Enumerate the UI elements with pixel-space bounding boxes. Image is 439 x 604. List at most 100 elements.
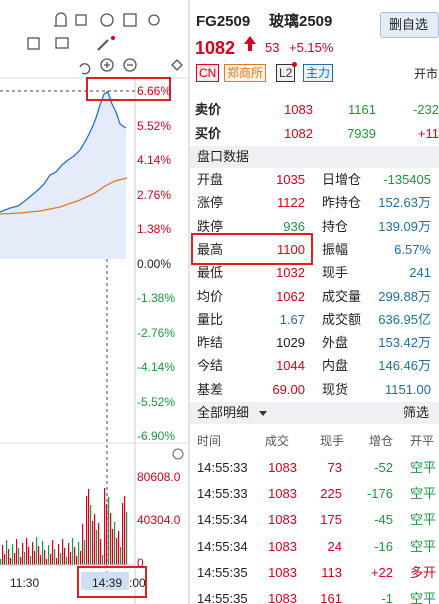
panel-divider (188, 0, 190, 604)
volume-bar (124, 496, 126, 565)
price-axis-label: 2.76% (137, 187, 172, 202)
volume-bar (44, 550, 46, 565)
volume-bar (118, 531, 120, 565)
volume-bar (122, 503, 124, 565)
contract-name: 玻璃2509 (269, 13, 333, 30)
book-price: 1082 (284, 126, 313, 141)
volume-bar (70, 552, 72, 565)
trade-volume: 113 (321, 564, 342, 580)
quote-label: 量比 (197, 311, 224, 327)
close-icon[interactable] (172, 448, 184, 460)
volume-bar (40, 555, 42, 565)
trade-oi-change: -16 (374, 538, 393, 554)
trade-price: 1083 (268, 460, 297, 475)
volume-bar (94, 514, 96, 565)
trade-price: 1083 (268, 512, 297, 528)
quote-value: 69.00 (272, 381, 305, 397)
button-bg[interactable] (380, 12, 439, 38)
volume-bar (98, 523, 100, 565)
volume-bar (60, 553, 62, 565)
quote-label: 日增仓 (322, 172, 362, 187)
volume-bar (32, 542, 34, 565)
price-area (0, 92, 126, 259)
trade-oi-change: +22 (370, 564, 393, 580)
quote-value: 1151.00 (384, 381, 431, 397)
quote-label: 今结 (197, 358, 224, 374)
time-axis-label: 14:39 (92, 576, 123, 590)
trade-price: 1083 (268, 538, 297, 554)
remove-watch-button[interactable]: 删自选 (389, 17, 429, 32)
volume-bar (48, 545, 50, 565)
volume-bar (100, 539, 102, 565)
quote-value: 1122 (277, 195, 305, 211)
trade-time: 14:55:33 (197, 460, 248, 475)
trade-time: 14:55:34 (197, 538, 248, 554)
price-axis-label: -6.90% (137, 429, 176, 443)
tag: 郑商所 (224, 64, 267, 82)
highlight-box (191, 233, 313, 265)
toolbar-icons[interactable] (27, 12, 183, 75)
trade-type: 空平 (410, 486, 437, 502)
quote-label: 内盘 (322, 358, 349, 374)
volume-bars (0, 488, 128, 565)
price-axis-label: 4.14% (137, 153, 172, 167)
price-change: 53 (265, 40, 280, 55)
price-axis-label: 0.00% (137, 256, 172, 271)
volume-bar (34, 551, 36, 565)
trade-volume: 24 (327, 538, 342, 554)
dropdown-icon[interactable] (259, 411, 267, 416)
trade-time: 14:55:35 (197, 564, 248, 580)
time-axis-label: 11:30 (10, 576, 40, 590)
quote-label: 涨停 (197, 195, 224, 211)
volume-bar (106, 504, 108, 565)
volume-bar (56, 558, 58, 565)
volume-bar (8, 549, 10, 565)
price-change-pct: +5.15% (289, 40, 334, 55)
volume-bar (64, 548, 66, 565)
quote-label: 跌停 (197, 218, 224, 234)
trade-type: 空平 (410, 591, 437, 604)
volume-bar (116, 538, 118, 565)
filter-button[interactable]: 筛选 (403, 405, 430, 420)
volume-bar (92, 521, 94, 565)
time-axis-label: :00 (129, 576, 146, 590)
quote-value: 139.09万 (378, 218, 431, 234)
quote-label: 最低 (197, 265, 224, 281)
chart-panel (0, 12, 190, 604)
quote-label: 成交量 (322, 288, 362, 304)
quote-label: 开盘 (197, 172, 224, 187)
volume-bar (52, 540, 54, 565)
highlight-box (77, 566, 147, 598)
average-line (0, 177, 128, 215)
volume-bar (84, 540, 86, 565)
volume-bar (16, 539, 18, 565)
l2-dot (292, 62, 297, 67)
column-header: 成交 (265, 434, 290, 448)
price-axis-label: 1.38% (137, 222, 172, 236)
section-title: 全部明细 (197, 405, 250, 420)
market-status: 开市 (414, 67, 439, 81)
volume-bar (38, 546, 40, 565)
quote-label: 基差 (197, 381, 224, 397)
volume-bar (126, 512, 128, 565)
column-header: 开平 (410, 434, 435, 448)
price-axis-label: -1.38% (137, 291, 176, 305)
trade-volume: 225 (320, 486, 342, 502)
last-price: 1082 (195, 38, 236, 58)
book-label: 买价 (195, 126, 222, 141)
trade-price: 1083 (268, 591, 297, 604)
volume-axis-label: 80608.0 (137, 470, 181, 484)
volume-bar (0, 559, 2, 565)
volume-bar (62, 539, 64, 565)
trade-type: 空平 (410, 538, 437, 554)
volume-bar (46, 559, 48, 565)
column-header: 时间 (197, 434, 222, 448)
book-label: 卖价 (195, 102, 222, 117)
column-header: 增仓 (369, 434, 394, 448)
quote-value: 1035 (276, 172, 305, 187)
volume-bar (74, 547, 76, 565)
volume-bar (88, 489, 90, 565)
price-line (0, 91, 127, 213)
trade-volume: 175 (320, 512, 342, 528)
